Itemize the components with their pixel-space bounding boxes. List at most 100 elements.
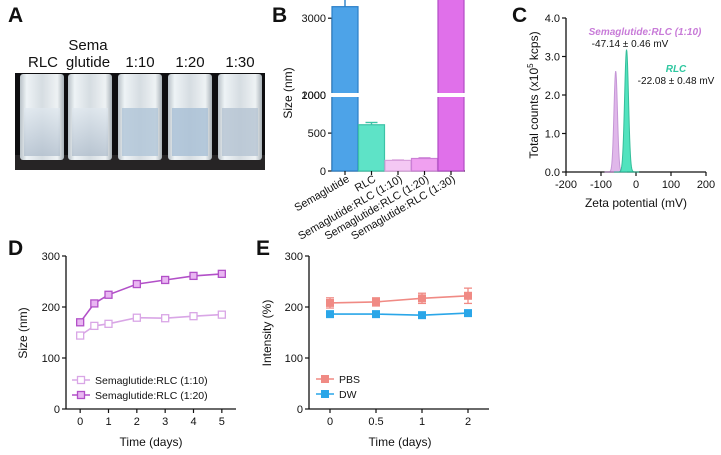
b-bar	[410, 157, 439, 172]
e-marker	[326, 298, 334, 307]
d-x-tick-label: 0	[77, 416, 83, 428]
d-xlabel: Time (days)	[120, 435, 183, 449]
panel-e-line-chart: Time (days) Intensity (%) 0 100 200 300 0 0.5…	[260, 251, 489, 449]
e-legend-marker	[321, 375, 329, 383]
b-y-tick-label: 2000	[302, 90, 326, 102]
d-marker	[132, 279, 141, 289]
d-marker	[104, 319, 113, 328]
vial-label-glutide: glutide	[66, 54, 110, 71]
c-ylabel: Total counts (x105 kcps)	[526, 31, 541, 158]
d-marker	[90, 321, 99, 331]
b-axis-break	[328, 93, 467, 97]
e-x-tick-label: 0.5	[368, 416, 383, 428]
e-y-tick-label: 300	[285, 251, 303, 263]
panel-c-zeta-chart: Zeta potential (mV) Total counts (x105 k…	[526, 13, 715, 210]
e-marker	[464, 309, 472, 318]
e-y-tick-label: 0	[297, 404, 303, 416]
e-marker	[372, 297, 380, 306]
d-marker	[189, 271, 198, 281]
c-annot-sema-value: -47.14 ± 0.46 mV	[592, 39, 669, 50]
c-y-tick-label: 3.0	[545, 52, 560, 64]
vial-label-sema: Sema	[68, 37, 108, 54]
panel-d-line-chart: Time (days) Size (nm) 0 100 200 300 0 1 2 3 4 5 Se…	[16, 251, 236, 449]
b-bar	[331, 6, 359, 172]
c-ylabel-post: kcps)	[527, 31, 541, 63]
c-annot-sema-name: Semaglutide:RLC (1:10)	[589, 27, 702, 38]
d-marker	[217, 310, 226, 319]
b-bar	[437, 0, 465, 172]
vial-semaglutide	[68, 74, 112, 160]
e-y-tick-label: 200	[285, 302, 303, 314]
d-legend-label: Semaglutide:RLC (1:10)	[95, 375, 208, 387]
vials	[20, 74, 262, 160]
c-ylabel-exp: 5	[526, 63, 535, 68]
b-ylabel: Size (nm)	[281, 67, 295, 118]
c-y-tick-label: 4.0	[545, 13, 560, 25]
vial-label-1-10: 1:10	[125, 54, 154, 71]
b-y-tick-label: 1000	[302, 90, 326, 102]
e-x-tick-label: 1	[419, 416, 425, 428]
e-legend-marker	[321, 390, 329, 398]
vial-1-30	[218, 74, 262, 160]
d-marker	[217, 269, 226, 279]
d-y-tick-label: 300	[42, 251, 60, 263]
panel-letter-d: D	[8, 237, 23, 260]
d-marker	[76, 331, 85, 340]
d-y-tick-label: 0	[54, 404, 60, 416]
vial-label-rlc: RLC	[28, 54, 58, 71]
e-series-line	[329, 295, 469, 304]
e-marker	[418, 311, 426, 320]
e-y-tick-label: 100	[285, 353, 303, 365]
d-ylabel: Size (nm)	[16, 307, 30, 358]
c-ylabel-pre: Total counts (x10	[527, 68, 541, 159]
c-y-tick-label: 0.0	[545, 167, 560, 179]
e-x-tick-label: 0	[327, 416, 333, 428]
d-marker	[161, 275, 170, 285]
c-annot-rlc-value: -22.08 ± 0.48 mV	[638, 76, 715, 87]
b-y-tick-label: 3000	[302, 13, 326, 25]
vial-label-1-30: 1:30	[225, 54, 254, 71]
d-marker	[90, 299, 99, 308]
d-x-tick-label: 4	[190, 416, 196, 428]
d-series-line	[79, 313, 222, 337]
vial-1-20	[168, 74, 212, 160]
e-legend-label: PBS	[339, 374, 360, 386]
b-bar	[384, 159, 412, 172]
e-ylabel: Intensity (%)	[260, 300, 274, 367]
c-y-tick-label: 2.0	[545, 90, 560, 102]
panel-letter-c: C	[512, 4, 527, 27]
vial-1-10	[118, 74, 162, 160]
vial-label-1-20: 1:20	[175, 54, 204, 71]
panel-letter-a: A	[8, 4, 23, 27]
e-marker	[372, 310, 380, 319]
d-legend-marker	[76, 390, 86, 400]
panel-a-photo: RLC Sema glutide 1:10 1:20 1:30	[15, 37, 265, 170]
c-x-tick-label: 0	[633, 179, 639, 191]
panel-letter-b: B	[272, 4, 287, 27]
d-marker	[104, 290, 113, 299]
c-x-tick-label: 200	[697, 179, 715, 191]
b-bar	[357, 124, 386, 172]
e-marker	[326, 310, 334, 319]
e-x-tick-label: 2	[465, 416, 471, 428]
d-marker	[161, 314, 170, 323]
d-marker	[76, 318, 85, 327]
d-x-tick-label: 5	[219, 416, 225, 428]
d-y-tick-label: 200	[42, 302, 60, 314]
d-legend-label: Semaglutide:RLC (1:20)	[95, 390, 208, 402]
c-peak-area	[613, 49, 640, 173]
e-marker	[418, 294, 426, 303]
c-x-tick-label: -200	[555, 179, 577, 191]
d-x-tick-label: 1	[105, 416, 111, 428]
d-y-tick-label: 100	[42, 353, 60, 365]
e-legend-label: DW	[339, 389, 357, 401]
d-marker	[189, 312, 198, 321]
d-x-tick-label: 3	[162, 416, 168, 428]
panel-letter-e: E	[256, 237, 270, 260]
e-series-line	[330, 312, 469, 317]
d-x-tick-label: 2	[134, 416, 140, 428]
c-y-tick-label: 1.0	[545, 129, 560, 141]
b-y-tick-label: 500	[308, 128, 326, 140]
c-annot-rlc-name: RLC	[666, 64, 687, 75]
